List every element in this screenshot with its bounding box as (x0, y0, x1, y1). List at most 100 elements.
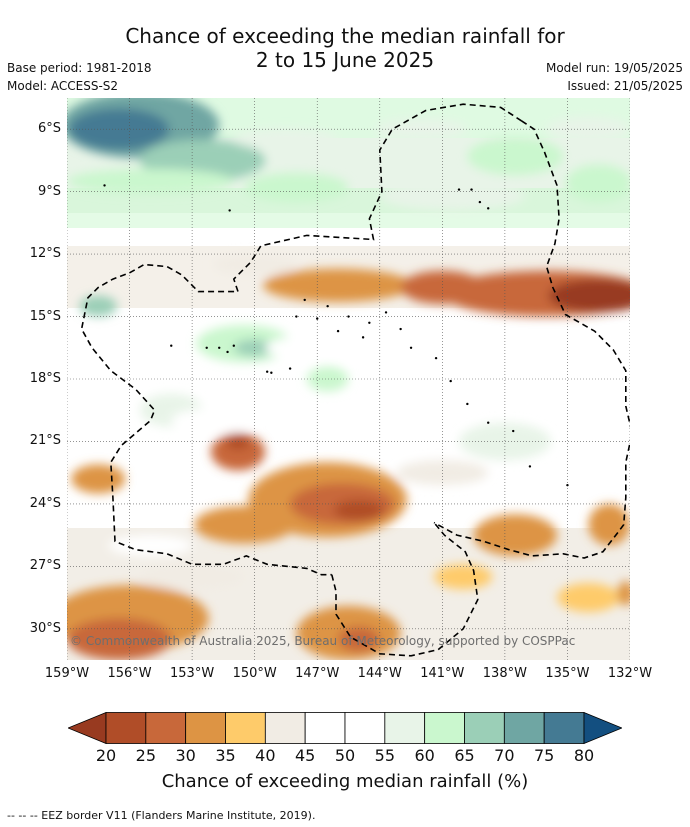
colorbar-swatch (424, 712, 465, 744)
colorbar-tick-label: 20 (95, 746, 117, 765)
base-period-text: Base period: 1981-2018 (7, 61, 152, 75)
colorbar-tick-label: 45 (294, 746, 316, 765)
latitude-label: 12°S (29, 246, 61, 262)
anomaly-blob (108, 535, 193, 556)
colorbar-swatch (503, 712, 545, 744)
colorbar-extend-high (583, 712, 622, 744)
latitude-label: 9°S (37, 183, 61, 199)
anomaly-blob (379, 181, 526, 211)
model-text: Model: ACCESS-S2 (7, 79, 119, 93)
longitude-label: 141°W (420, 666, 465, 681)
rainfall-map (67, 98, 630, 660)
colorbar-tick-label: 30 (175, 746, 196, 765)
island (466, 402, 469, 406)
island (409, 346, 413, 349)
colorbar-swatch (105, 712, 147, 744)
longitude-label: 132°W (607, 666, 653, 681)
latitude-label: 27°S (29, 558, 61, 574)
longitude-label: 147°W (295, 666, 340, 681)
colorbar-swatch (344, 712, 386, 744)
colorbar-tick-label: 40 (255, 746, 276, 765)
colorbar (68, 712, 622, 744)
anomaly-blob (233, 129, 339, 151)
eez-legend-footnote: -- -- -- EEZ border V11 (Flanders Marine… (7, 809, 316, 822)
island (295, 315, 298, 318)
island (487, 207, 490, 210)
islands (103, 184, 569, 487)
title-line-1: Chance of exceeding the median rainfall … (125, 24, 565, 48)
anomaly-blob (225, 433, 251, 450)
model-run-text: Model run: 19/05/2025 (545, 61, 683, 75)
island (528, 465, 532, 468)
island (512, 429, 515, 433)
island (399, 327, 402, 331)
island (368, 321, 371, 324)
anomaly-blob (565, 164, 630, 203)
colorbar-tick-label: 35 (215, 746, 236, 765)
island (384, 311, 388, 314)
anomaly-blob (263, 268, 414, 302)
colorbar-tick-label: 55 (374, 746, 395, 765)
issued-text: Issued: 21/05/2025 (567, 79, 683, 93)
longitude-label: 153°W (170, 666, 215, 681)
island (326, 304, 329, 308)
colorbar-swatch (464, 712, 505, 744)
longitude-label: 135°W (545, 666, 590, 681)
anomaly-blob (548, 279, 630, 313)
colorbar-swatch (225, 712, 266, 744)
island (226, 350, 229, 354)
island (478, 200, 482, 204)
anomaly-blob (69, 108, 170, 151)
anomaly-blob (459, 422, 551, 461)
anomaly-blob (194, 505, 295, 544)
island (347, 315, 350, 318)
island (316, 317, 319, 320)
island (487, 421, 490, 424)
anomaly-blob (79, 295, 118, 317)
colorbar-swatch (145, 712, 187, 744)
island (218, 346, 221, 349)
colorbar-tick-label: 70 (494, 746, 515, 765)
latitude-label: 15°S (29, 308, 61, 324)
title-line-2: 2 to 15 June 2025 (255, 48, 435, 72)
island (449, 379, 452, 383)
colorbar-extend-low (68, 712, 107, 744)
graticule (67, 98, 630, 660)
island (103, 184, 106, 187)
eez-border-east (433, 120, 630, 559)
anomaly-blob (557, 582, 620, 613)
map-title: Chance of exceeding the median rainfall … (0, 24, 690, 72)
longitude-label: 138°W (482, 666, 527, 681)
colorbar-tick-label: 75 (533, 746, 555, 765)
anomaly-blob (473, 514, 558, 556)
colorbar-tick-label: 65 (454, 746, 475, 765)
anomaly-blob (67, 168, 234, 194)
island (288, 367, 292, 370)
longitude-label: 156°W (107, 666, 152, 681)
colorbar-swatch (384, 712, 426, 744)
anomaly-blob (244, 172, 349, 203)
island (270, 371, 273, 374)
longitude-label: 159°W (44, 666, 90, 681)
latitude-label: 21°S (29, 433, 61, 449)
island (232, 344, 236, 347)
island (303, 298, 306, 302)
island (434, 356, 438, 360)
colorbar-tick-label: 60 (414, 746, 435, 765)
latitude-label: 30°S (29, 620, 61, 636)
island (170, 344, 173, 347)
anomaly-blob (617, 580, 630, 606)
colorbar-swatch (185, 712, 226, 744)
colorbar-swatch (264, 712, 306, 744)
anomaly-blob (588, 503, 630, 546)
latitude-label: 24°S (29, 495, 61, 511)
colorbar-tick-label: 80 (573, 746, 595, 765)
island (336, 329, 340, 333)
eez-border-south (331, 522, 479, 657)
eez-border-north (80, 103, 523, 576)
anomaly-blob (212, 254, 297, 275)
island (470, 188, 473, 191)
anomaly-blob (433, 564, 493, 590)
colorbar-tick-label: 50 (334, 746, 356, 765)
island (457, 188, 461, 191)
